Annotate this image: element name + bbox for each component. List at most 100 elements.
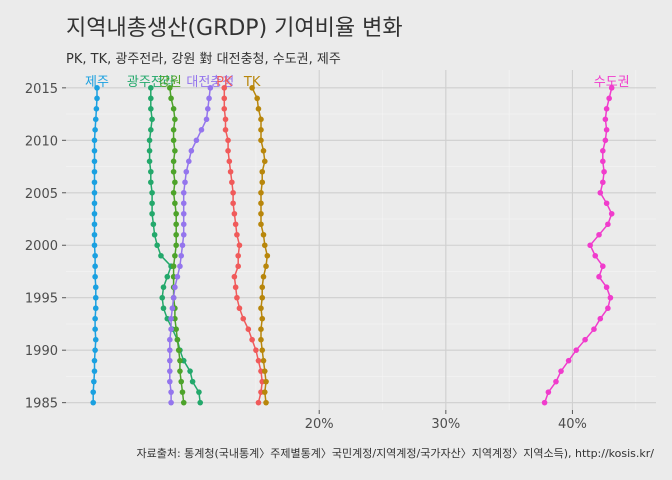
data-point xyxy=(607,294,614,301)
data-point xyxy=(167,347,173,353)
data-point xyxy=(167,368,173,374)
data-point xyxy=(92,127,98,133)
data-point xyxy=(249,85,255,91)
data-point xyxy=(173,326,179,332)
data-point xyxy=(173,231,179,238)
data-point xyxy=(258,189,264,196)
data-point xyxy=(592,252,599,259)
data-point xyxy=(148,106,154,112)
data-point xyxy=(91,148,98,154)
data-point xyxy=(148,127,154,133)
data-point xyxy=(173,210,179,217)
data-point xyxy=(258,116,264,123)
data-point xyxy=(608,210,615,217)
data-point xyxy=(587,242,593,249)
data-point xyxy=(261,158,268,165)
data-point xyxy=(158,252,164,259)
data-point xyxy=(149,116,155,123)
data-point xyxy=(198,127,205,133)
data-point xyxy=(91,368,98,374)
y-tick-label: 1985 xyxy=(25,397,58,412)
data-point xyxy=(172,284,178,291)
plot-panel xyxy=(66,70,656,410)
data-point xyxy=(149,210,155,217)
data-point xyxy=(261,389,268,395)
data-point xyxy=(92,294,99,301)
data-point xyxy=(173,242,179,249)
data-point xyxy=(260,273,267,280)
data-point xyxy=(608,85,615,91)
data-point xyxy=(258,210,264,217)
data-point xyxy=(148,179,154,186)
data-point xyxy=(259,315,266,322)
data-point xyxy=(174,273,181,280)
data-point xyxy=(168,326,174,332)
data-point xyxy=(92,252,98,259)
data-point xyxy=(148,95,154,102)
data-point xyxy=(603,106,610,112)
data-point xyxy=(164,273,171,280)
data-point xyxy=(541,399,548,406)
data-point xyxy=(264,252,271,259)
data-point xyxy=(263,399,269,406)
data-point xyxy=(151,231,158,238)
data-point xyxy=(92,273,98,280)
data-point xyxy=(597,189,604,196)
data-point xyxy=(232,221,239,228)
data-point xyxy=(236,242,243,249)
data-point xyxy=(545,389,552,395)
data-point xyxy=(168,315,174,322)
chart-title: 지역내총생산(GRDP) 기여비율 변화 xyxy=(66,16,403,41)
data-point xyxy=(159,294,166,301)
data-point xyxy=(259,347,266,353)
data-point xyxy=(230,200,236,207)
data-point xyxy=(91,189,98,196)
y-tick-label: 1995 xyxy=(25,292,58,307)
data-point xyxy=(187,368,193,374)
data-point xyxy=(148,85,154,91)
data-point xyxy=(91,210,98,217)
data-point xyxy=(175,347,182,353)
data-point xyxy=(146,137,153,144)
data-point xyxy=(188,148,195,154)
data-point xyxy=(221,95,228,102)
data-point xyxy=(600,263,606,270)
data-point xyxy=(90,389,97,395)
series-label: TK xyxy=(243,75,261,90)
data-point xyxy=(603,200,610,207)
data-point xyxy=(234,231,240,238)
data-point xyxy=(178,378,185,385)
data-point xyxy=(91,158,98,165)
data-point xyxy=(253,347,259,353)
data-point xyxy=(605,221,611,228)
data-point xyxy=(170,294,177,301)
data-point xyxy=(167,336,173,343)
data-point xyxy=(160,305,167,312)
data-point xyxy=(222,116,229,123)
data-point xyxy=(601,168,607,175)
data-point xyxy=(183,168,190,175)
data-point xyxy=(203,116,210,123)
data-point xyxy=(603,127,610,133)
data-point xyxy=(94,95,100,102)
data-point xyxy=(259,179,266,186)
data-point xyxy=(170,168,177,175)
data-point xyxy=(92,263,98,270)
data-point xyxy=(227,168,234,175)
y-tick-label: 2000 xyxy=(25,239,58,254)
data-point xyxy=(230,189,236,196)
data-point xyxy=(177,263,183,270)
data-point xyxy=(91,242,98,249)
data-point xyxy=(221,106,228,112)
data-point xyxy=(93,106,100,112)
data-point xyxy=(177,368,183,374)
data-point xyxy=(178,252,185,259)
data-point xyxy=(221,85,228,91)
data-point xyxy=(167,357,173,364)
data-point xyxy=(232,284,239,291)
data-point xyxy=(92,305,99,312)
data-point xyxy=(234,294,240,301)
series-label: 수도권 xyxy=(594,75,630,90)
data-point xyxy=(258,127,264,133)
